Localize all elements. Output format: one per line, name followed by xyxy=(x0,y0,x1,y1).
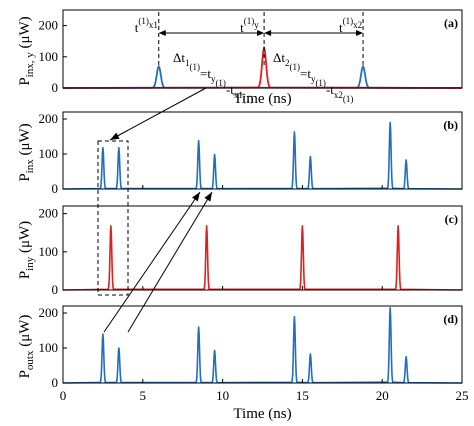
plot-frame xyxy=(62,205,463,291)
marker-label-part: (1) xyxy=(343,16,354,26)
y-label-sub: iny xyxy=(24,256,36,271)
zoom-arrow xyxy=(109,87,207,141)
y-axis-label: Poutx (μW) xyxy=(17,315,36,379)
panel-tag: (d) xyxy=(443,312,458,326)
delta2-arrow-head-right xyxy=(356,30,364,36)
x-tick-label: 20 xyxy=(376,388,389,403)
delta1-arrow-head-left xyxy=(158,30,166,36)
y-axis-label: Pinx, y (μW) xyxy=(17,16,36,85)
series-line xyxy=(62,225,463,291)
x-tick-label: 0 xyxy=(60,388,67,403)
y-label-unit: (μW) xyxy=(17,123,33,159)
y-tick-label: 0 xyxy=(52,181,59,196)
delta2-equation-part: 2 xyxy=(285,58,290,68)
y-label-sub: outx xyxy=(24,350,36,370)
y-tick-label: 100 xyxy=(39,340,59,355)
series-line xyxy=(62,46,463,89)
marker-label-part: t xyxy=(339,20,343,35)
marker-label-part: t xyxy=(135,20,139,35)
map-arrow-2 xyxy=(127,191,213,333)
delta2-equation-part: Δt xyxy=(273,50,285,65)
marker-label: t(1)x2 xyxy=(339,16,362,35)
marker-label: t(1)y xyxy=(240,16,259,35)
x-tick-label: 25 xyxy=(456,388,469,403)
y-label-main: P xyxy=(17,173,33,181)
delta1-equation-part: -t xyxy=(226,82,234,97)
x-tick-label: 5 xyxy=(140,388,147,403)
y-tick-label: 200 xyxy=(39,305,59,320)
marker-label-part: x1 xyxy=(149,20,158,30)
delta1-equation-part: (1) xyxy=(243,94,254,104)
y-tick-label: 0 xyxy=(52,282,59,297)
x-axis-label-a: Time (ns) xyxy=(233,91,291,107)
panel-tag: (c) xyxy=(445,212,458,226)
series-line xyxy=(62,121,463,190)
delta2-equation-part: -t xyxy=(326,82,334,97)
marker-label-part: (1) xyxy=(138,16,149,26)
delta1-equation: Δt1(1)=ty(1)-tx1(1) xyxy=(173,50,253,104)
delta1-equation-part: Δt xyxy=(173,50,185,65)
delta1-equation-part: 1 xyxy=(185,58,190,68)
delta2-equation-part: (1) xyxy=(289,62,300,72)
delta2-equation-part: =t xyxy=(300,66,311,81)
panel-tag: (a) xyxy=(444,16,458,30)
plot-frame xyxy=(62,305,463,384)
series-line xyxy=(62,65,463,89)
y-label-main: P xyxy=(17,77,33,85)
y-label-unit: (μW) xyxy=(17,16,33,52)
y-label-unit: (μW) xyxy=(17,221,33,257)
delta2-equation: Δt2(1)=ty(1)-tx2(1) xyxy=(273,50,353,104)
selection-dashed-box xyxy=(97,140,129,296)
marker-label-part: x2 xyxy=(353,20,362,30)
y-axis-label: Piny (μW) xyxy=(17,221,36,279)
map-arrow-1 xyxy=(103,191,201,333)
map-arrow-1-head xyxy=(192,192,200,202)
y-label-unit: (μW) xyxy=(17,315,33,351)
y-tick-label: 100 xyxy=(39,49,59,64)
y-tick-label: 0 xyxy=(52,80,59,95)
plot-frame xyxy=(62,111,463,190)
y-label-sub: inx xyxy=(24,159,36,174)
delta2-equation-part: y xyxy=(311,74,316,84)
y-tick-label: 100 xyxy=(39,146,59,161)
marker-label-part: t xyxy=(240,20,244,35)
y-tick-label: 200 xyxy=(39,111,59,126)
delta1-equation-part: =t xyxy=(200,66,211,81)
delta1-equation-part: (1) xyxy=(189,62,200,72)
x-tick-label: 10 xyxy=(216,388,229,403)
delta2-equation-part: (1) xyxy=(343,94,354,104)
series-line xyxy=(62,306,463,384)
marker-label-part: y xyxy=(254,20,259,30)
marker-label: t(1)x1 xyxy=(135,16,158,35)
y-tick-label: 200 xyxy=(39,206,59,221)
y-tick-label: 200 xyxy=(39,18,59,33)
delta2-arrow-head-left xyxy=(264,30,272,36)
delta2-equation-part: x2 xyxy=(334,90,343,100)
delta1-equation-part: x1 xyxy=(234,90,243,100)
panel-tag: (b) xyxy=(443,118,458,132)
x-tick-label: 15 xyxy=(296,388,309,403)
zoom-arrow-head xyxy=(110,132,120,140)
delta1-equation-part: y xyxy=(211,74,216,84)
marker-label-part: (1) xyxy=(244,16,255,26)
y-tick-label: 0 xyxy=(52,375,59,390)
y-label-main: P xyxy=(17,370,33,378)
map-arrow-2-head xyxy=(204,192,212,202)
y-label-sub: inx, y xyxy=(24,52,36,78)
y-tick-label: 100 xyxy=(39,244,59,259)
delta1-equation-part: (1) xyxy=(215,78,226,88)
delta2-equation-part: (1) xyxy=(315,78,326,88)
plot-frame xyxy=(62,9,463,89)
delta1-arrow-head-right xyxy=(257,30,265,36)
x-axis-label-d: Time (ns) xyxy=(233,406,291,422)
y-axis-label: Pinx (μW) xyxy=(17,123,36,181)
y-label-main: P xyxy=(17,271,33,279)
